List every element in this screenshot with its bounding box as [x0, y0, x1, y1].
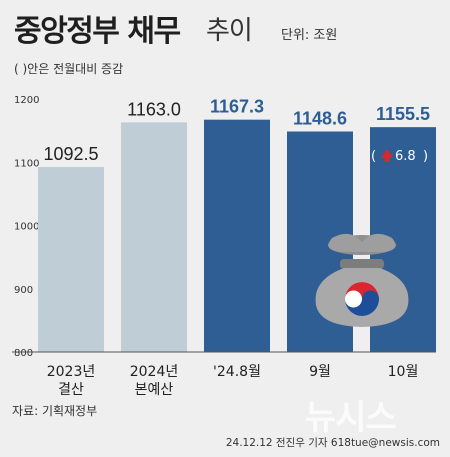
money-bag-icon — [315, 233, 409, 327]
watermark-logo: 뉴시스 — [305, 398, 397, 438]
category-label-4: 10월 — [388, 364, 419, 380]
y-tick-label-2: 1000 — [14, 222, 39, 233]
category-label-1: 2024년 — [130, 364, 179, 380]
change-indicator: (6.8) — [371, 149, 428, 164]
value-label-3: 1148.6 — [293, 109, 347, 129]
chart-subtitle: 추이 — [206, 16, 253, 46]
y-tick-label-4: 1200 — [14, 95, 39, 106]
category-label-3: 9월 — [309, 364, 331, 380]
chart-title: 중앙정부 채무 — [14, 14, 181, 49]
value-label-0: 1092.5 — [43, 144, 98, 164]
y-tick-label-0: 800 — [14, 348, 33, 359]
bar-1 — [121, 122, 187, 352]
bar-2 — [204, 119, 270, 353]
category-label-0-line2: 결산 — [58, 382, 84, 398]
value-label-4: 1155.5 — [376, 104, 430, 124]
value-label-2: 1167.3 — [210, 97, 264, 117]
source-label: 자료: 기획재정부 — [12, 404, 98, 418]
change-paren-open: ( — [371, 149, 376, 164]
value-labels: 1092.5 1163.0 1167.3 1148.6 1155.5 — [43, 97, 430, 164]
change-value: 6.8 — [395, 149, 416, 164]
bar-0 — [38, 166, 104, 352]
y-tick-label-3: 1100 — [14, 158, 39, 169]
change-paren-close: ) — [423, 149, 428, 164]
category-label-1-line2: 본예산 — [135, 382, 174, 398]
unit-label: 단위: 조원 — [281, 28, 338, 43]
up-arrow-icon — [381, 149, 393, 162]
y-tick-label-1: 900 — [14, 285, 33, 296]
y-axis-ticks: 800 900 1000 1100 1200 — [14, 95, 39, 359]
category-label-0: 2023년 — [47, 364, 96, 380]
credit-label: 24.12.12 전진우 기자 618tue@newsis.com — [225, 437, 440, 449]
change-note: ( )안은 전월대비 증감 — [14, 62, 124, 76]
category-label-2: '24.8월 — [213, 364, 261, 380]
value-label-1: 1163.0 — [127, 99, 181, 119]
